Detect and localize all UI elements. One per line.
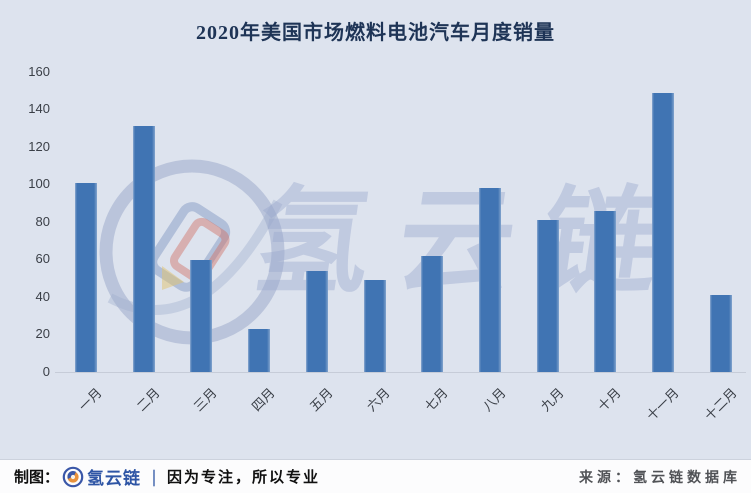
brand-name: 氢云链 bbox=[87, 469, 142, 488]
made-by-label: 制图： bbox=[14, 469, 60, 486]
x-tick-label: 一月 bbox=[75, 385, 105, 415]
bar bbox=[190, 259, 213, 372]
x-tick-label: 十二月 bbox=[701, 385, 740, 424]
y-tick-label: 140 bbox=[28, 101, 50, 116]
bar bbox=[421, 255, 444, 372]
x-tick-label: 九月 bbox=[537, 385, 567, 415]
y-tick-label: 0 bbox=[42, 363, 50, 379]
y-tick-label: 160 bbox=[28, 63, 50, 79]
x-tick-label: 六月 bbox=[364, 385, 394, 415]
x-tick-label: 十月 bbox=[595, 385, 625, 415]
y-tick-label: 20 bbox=[35, 326, 50, 341]
source-label: 来源：氢云链数据库 bbox=[579, 468, 741, 485]
y-tick-label: 100 bbox=[28, 176, 50, 191]
bar bbox=[305, 270, 328, 372]
brand-logo-icon bbox=[62, 466, 84, 487]
y-tick-label: 120 bbox=[28, 138, 50, 154]
plot-area: 氢云链 0 20 40 60 80 100 120 140 160 一月 二月 三月 四月 五月 六月 七月… bbox=[28, 63, 746, 424]
footer-credit: 制图： 氢云链 ｜ 因为专注，所以专业 bbox=[14, 464, 320, 489]
x-tick-label: 五月 bbox=[306, 385, 336, 415]
x-tick-label: 二月 bbox=[133, 385, 163, 415]
chart-title: 2020年美国市场燃料电池汽车月度销量 bbox=[196, 22, 555, 44]
bar bbox=[478, 188, 501, 372]
bar bbox=[652, 92, 674, 372]
x-tick-label: 四月 bbox=[248, 385, 278, 415]
x-tick-label: 八月 bbox=[479, 385, 509, 415]
x-tick-label: 十一月 bbox=[643, 385, 682, 424]
bar bbox=[132, 126, 155, 372]
x-axis-line bbox=[55, 372, 746, 373]
brand-separator: ｜ bbox=[146, 470, 163, 488]
bar bbox=[536, 220, 559, 372]
brand-slogan: 因为专注，所以专业 bbox=[167, 469, 321, 486]
x-tick-label: 七月 bbox=[421, 385, 451, 415]
y-tick-label: 80 bbox=[35, 213, 50, 229]
y-tick-label: 40 bbox=[35, 288, 50, 304]
bar bbox=[594, 210, 617, 372]
bar bbox=[363, 280, 386, 372]
bar bbox=[75, 182, 97, 372]
footer-bar: 制图： 氢云链 ｜ 因为专注，所以专业 来源：氢云链数据库 bbox=[0, 459, 751, 493]
bar bbox=[709, 295, 732, 372]
x-tick-label: 三月 bbox=[191, 385, 221, 415]
bar bbox=[248, 328, 271, 372]
y-tick-label: 60 bbox=[35, 251, 50, 266]
